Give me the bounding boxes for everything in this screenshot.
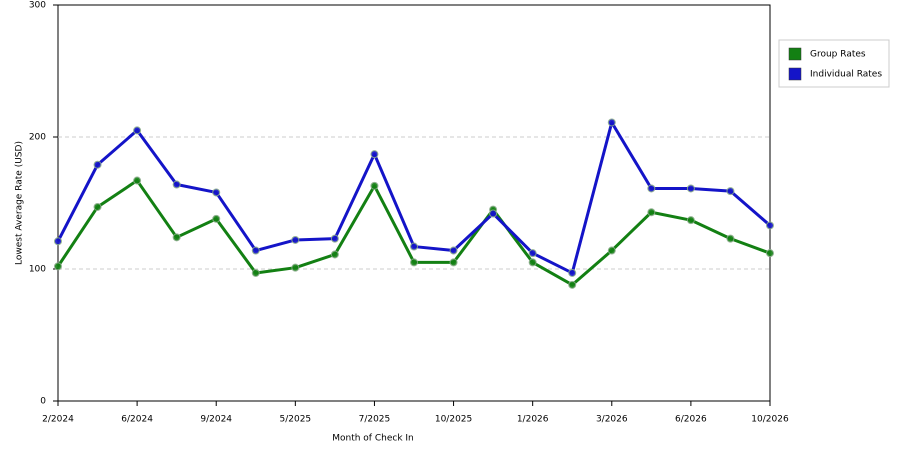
- y-tick-label: 200: [29, 133, 46, 143]
- data-point: [330, 250, 339, 259]
- y-axis-label: Lowest Average Rate (USD): [15, 141, 25, 265]
- data-point: [330, 234, 339, 243]
- data-point: [251, 268, 260, 277]
- data-point: [410, 242, 418, 251]
- data-point: [568, 268, 577, 277]
- x-tick-label: 1/2026: [517, 415, 549, 425]
- legend-swatch: [788, 47, 802, 61]
- data-point: [766, 249, 774, 258]
- data-point: [449, 258, 458, 267]
- data-point: [607, 118, 616, 127]
- data-point: [54, 237, 62, 246]
- x-tick-label: 2/2024: [42, 415, 74, 425]
- legend-label: Group Rates: [810, 50, 866, 60]
- x-tick-label: 6/2024: [121, 415, 153, 425]
- data-point: [251, 246, 260, 255]
- data-point: [410, 258, 418, 267]
- x-tick-label: 3/2026: [596, 415, 628, 425]
- plot-frame: [57, 4, 771, 402]
- data-point: [528, 258, 537, 267]
- data-point: [370, 181, 379, 190]
- x-axis-label: Month of Check In: [332, 434, 414, 444]
- x-tick-label: 9/2024: [200, 415, 232, 425]
- data-point: [489, 209, 498, 218]
- x-tick-label: 6/2026: [675, 415, 707, 425]
- data-point: [54, 262, 62, 271]
- data-point: [607, 246, 616, 255]
- x-tick-label: 10/2025: [435, 415, 472, 425]
- y-tick-label: 300: [29, 1, 46, 11]
- y-tick-label: 100: [29, 265, 46, 275]
- data-point: [726, 187, 735, 196]
- data-point: [726, 234, 735, 243]
- data-point: [133, 176, 142, 185]
- x-tick-label: 10/2026: [751, 415, 789, 425]
- data-point: [291, 263, 300, 272]
- legend-label: Individual Rates: [810, 70, 882, 80]
- data-point: [172, 180, 181, 189]
- data-point: [647, 208, 656, 217]
- y-tick-label: 0: [40, 397, 46, 407]
- data-point: [686, 216, 695, 225]
- data-point: [93, 160, 102, 169]
- data-point: [766, 221, 774, 230]
- legend-swatch: [788, 67, 802, 81]
- data-point: [172, 233, 181, 242]
- x-tick-label: 5/2025: [279, 415, 311, 425]
- data-point: [449, 246, 458, 255]
- data-point: [212, 188, 221, 197]
- data-point: [528, 249, 537, 258]
- data-point: [291, 235, 300, 244]
- data-point: [686, 184, 695, 193]
- data-point: [133, 126, 142, 135]
- data-point: [212, 214, 221, 223]
- data-point: [647, 184, 656, 193]
- data-point: [93, 202, 102, 211]
- x-tick-label: 7/2025: [359, 415, 391, 425]
- data-point: [370, 150, 379, 159]
- data-point: [568, 280, 577, 289]
